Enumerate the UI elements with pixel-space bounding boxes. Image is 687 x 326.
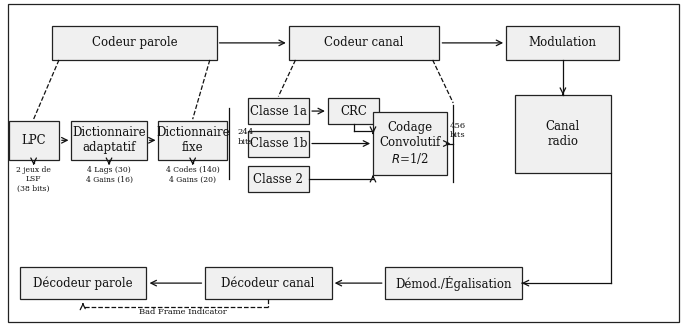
Text: Canal
radio: Canal radio (545, 120, 580, 148)
Text: Dictionnaire
adaptatif: Dictionnaire adaptatif (72, 126, 146, 154)
FancyBboxPatch shape (373, 112, 447, 175)
FancyBboxPatch shape (515, 95, 611, 173)
Text: Dictionnaire
fixe: Dictionnaire fixe (156, 126, 229, 154)
FancyBboxPatch shape (8, 121, 58, 160)
Text: Démod./Égalisation: Démod./Égalisation (395, 275, 511, 290)
FancyBboxPatch shape (328, 98, 379, 124)
FancyBboxPatch shape (159, 121, 227, 160)
Text: CRC: CRC (340, 105, 368, 118)
FancyBboxPatch shape (71, 121, 147, 160)
FancyBboxPatch shape (247, 130, 309, 156)
FancyBboxPatch shape (247, 166, 309, 192)
Text: LPC: LPC (21, 134, 46, 147)
FancyBboxPatch shape (506, 26, 620, 60)
Text: Décodeur parole: Décodeur parole (33, 276, 133, 290)
FancyBboxPatch shape (385, 267, 521, 299)
Text: 456
bits: 456 bits (450, 122, 466, 139)
FancyBboxPatch shape (247, 98, 309, 124)
FancyBboxPatch shape (52, 26, 216, 60)
Text: Codeur canal: Codeur canal (324, 37, 404, 50)
FancyBboxPatch shape (19, 267, 146, 299)
Text: Codeur parole: Codeur parole (91, 37, 177, 50)
Text: Bad Frame Indicator: Bad Frame Indicator (139, 308, 226, 317)
Text: 244
bits: 244 bits (237, 128, 254, 146)
Text: Codage
Convolutif
$R$=1/2: Codage Convolutif $R$=1/2 (379, 121, 440, 166)
Text: 4 Codes (140)
4 Gains (20): 4 Codes (140) 4 Gains (20) (166, 166, 220, 184)
Text: Classe 1b: Classe 1b (249, 137, 307, 150)
Text: 2 jeux de
LSF
(38 bits): 2 jeux de LSF (38 bits) (16, 166, 51, 193)
FancyBboxPatch shape (205, 267, 332, 299)
Text: Décodeur canal: Décodeur canal (221, 276, 315, 289)
Text: Classe 1a: Classe 1a (250, 105, 307, 118)
Text: 4 Lags (30)
4 Gains (16): 4 Lags (30) 4 Gains (16) (85, 166, 133, 184)
Text: Classe 2: Classe 2 (254, 173, 303, 186)
FancyBboxPatch shape (289, 26, 440, 60)
Text: Modulation: Modulation (529, 37, 597, 50)
